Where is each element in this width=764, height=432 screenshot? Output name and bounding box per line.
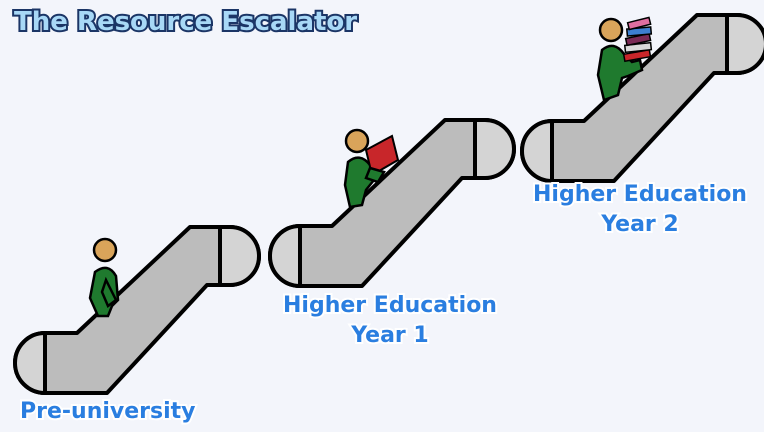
stage-label: Higher Education [283,293,497,318]
student [90,239,118,316]
stage-label: Year 2 [600,212,679,237]
escalator [15,227,259,393]
diagram: The Resource Escalator Pre-university Hi… [0,0,764,432]
stage-label: Year 1 [350,323,429,348]
stage-label: Pre-university [20,399,196,424]
stage-label: Higher Education [533,182,747,207]
title: The Resource Escalator [14,7,357,37]
